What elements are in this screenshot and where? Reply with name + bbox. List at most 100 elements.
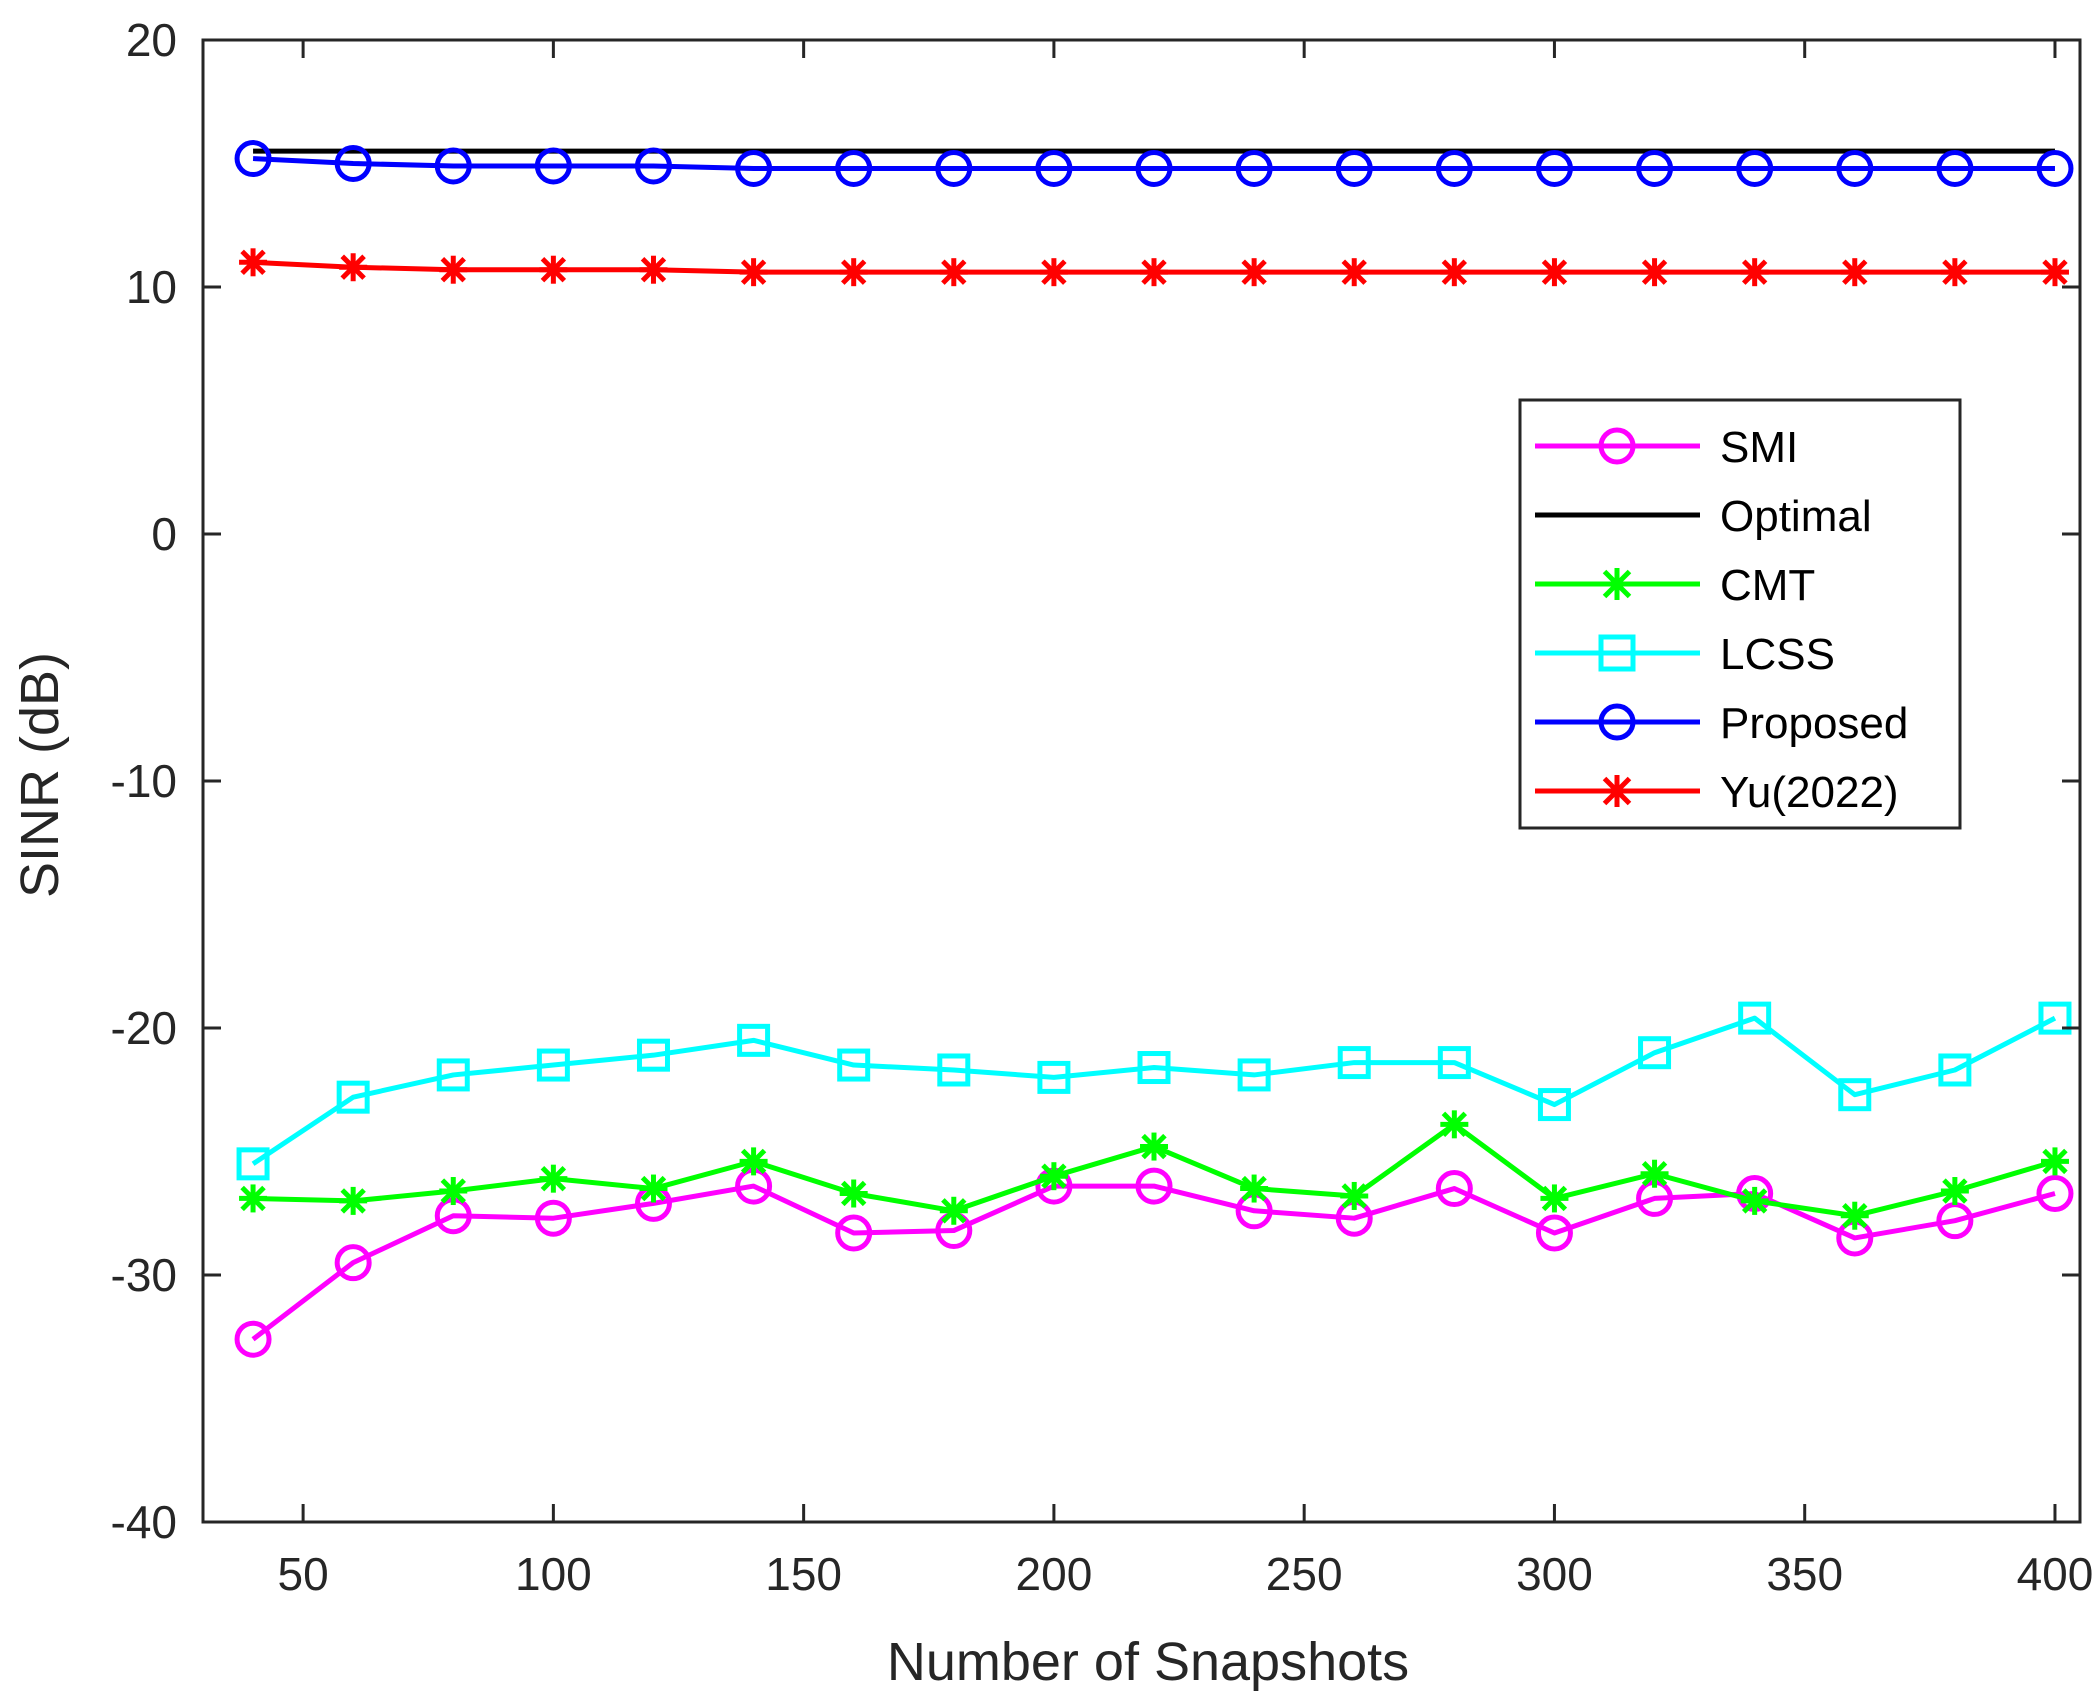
- legend-entry-optimal: Optimal: [1535, 492, 1872, 541]
- legend-marker-yu-2022-stroke-3: [1602, 776, 1632, 806]
- data-point-yu-2022-4-stroke-3: [640, 257, 667, 283]
- data-point-yu-2022-5: [739, 258, 768, 287]
- data-point-cmt-3: [539, 1164, 568, 1193]
- data-point-cmt-14: [1640, 1159, 1669, 1188]
- data-point-cmt-12: [1440, 1110, 1469, 1139]
- data-point-smi-18: [2036, 1174, 2074, 1212]
- data-point-yu-2022-12: [1440, 258, 1469, 287]
- data-point-cmt-16: [1840, 1201, 1869, 1230]
- data-point-lcss-2: [436, 1058, 470, 1092]
- data-point-yu-2022-8: [1039, 258, 1068, 287]
- data-point-yu-2022-13-stroke-3: [1541, 259, 1568, 285]
- data-point-cmt-4: [639, 1174, 668, 1203]
- data-point-lcss-12: [1437, 1046, 1471, 1080]
- data-point-lcss-3: [536, 1048, 570, 1082]
- series-yu-2022: [239, 248, 2069, 287]
- data-point-yu-2022-7: [939, 258, 968, 287]
- legend-label-cmt: CMT: [1720, 561, 1815, 610]
- data-point-proposed-1: [334, 145, 372, 182]
- data-point-cmt-6-stroke-3: [841, 1180, 867, 1207]
- data-point-yu-2022-5-stroke-3: [740, 259, 767, 285]
- data-point-cmt-0-stroke-3: [240, 1185, 266, 1212]
- legend-label-lcss: LCSS: [1720, 630, 1835, 679]
- y-tick-label--30: -30: [111, 1249, 177, 1301]
- x-tick-label-100: 100: [515, 1548, 592, 1600]
- data-point-yu-2022-17-stroke-3: [1942, 259, 1968, 285]
- data-point-yu-2022-3: [539, 255, 568, 284]
- y-tick-label-10: 10: [126, 261, 177, 313]
- data-point-cmt-7: [939, 1196, 968, 1225]
- x-tick-label-400: 400: [2017, 1548, 2094, 1600]
- data-point-yu-2022-3-stroke-3: [540, 257, 567, 283]
- data-point-lcss-14: [1638, 1036, 1672, 1070]
- y-tick-label--40: -40: [111, 1496, 177, 1548]
- legend-label-proposed: Proposed: [1720, 699, 1908, 748]
- data-point-cmt-15-stroke-3: [1741, 1188, 1768, 1214]
- data-point-yu-2022-18-stroke-3: [2042, 259, 2068, 285]
- data-point-yu-2022-18: [2040, 258, 2069, 287]
- data-point-cmt-9: [1140, 1132, 1169, 1161]
- data-point-proposed-16: [1836, 149, 1874, 187]
- data-point-lcss-16: [1838, 1078, 1872, 1112]
- data-point-yu-2022-6: [839, 258, 868, 287]
- data-point-proposed-4: [634, 147, 672, 185]
- data-point-yu-2022-16-stroke-3: [1842, 259, 1868, 285]
- legend-marker-yu-2022: [1601, 775, 1633, 807]
- y-tick-label--20: -20: [111, 1002, 177, 1054]
- data-point-yu-2022-4: [639, 255, 668, 284]
- legend-box: [1518, 398, 1962, 830]
- data-point-lcss-5: [737, 1023, 771, 1057]
- data-point-cmt-12-stroke-3: [1441, 1111, 1468, 1138]
- data-point-lcss-6: [837, 1048, 871, 1082]
- data-point-yu-2022-12-stroke-3: [1441, 259, 1468, 285]
- data-point-cmt-1: [339, 1186, 368, 1215]
- data-point-lcss-11: [1337, 1046, 1371, 1080]
- x-tick-label-300: 300: [1516, 1548, 1593, 1600]
- data-point-yu-2022-15: [1740, 258, 1769, 287]
- data-point-yu-2022-11-stroke-3: [1341, 259, 1367, 285]
- data-point-yu-2022-14-stroke-3: [1641, 259, 1668, 285]
- data-point-yu-2022-9-stroke-3: [1141, 259, 1167, 285]
- data-point-cmt-4-stroke-3: [640, 1175, 667, 1202]
- data-point-yu-2022-9: [1140, 258, 1169, 287]
- data-point-yu-2022-2: [439, 255, 468, 284]
- data-point-yu-2022-14: [1640, 258, 1669, 287]
- data-point-lcss-0: [236, 1147, 270, 1181]
- x-tick-label-200: 200: [1016, 1548, 1093, 1600]
- data-point-proposed-2: [434, 147, 472, 185]
- data-point-yu-2022-0: [239, 248, 268, 277]
- data-point-cmt-5: [739, 1147, 768, 1176]
- data-point-proposed-0: [234, 140, 272, 178]
- series-proposed: [234, 140, 2074, 187]
- data-point-cmt-11: [1340, 1181, 1369, 1210]
- legend-marker-smi: [1598, 427, 1636, 465]
- data-point-yu-2022-1: [339, 253, 368, 282]
- data-point-yu-2022-8-stroke-3: [1041, 259, 1067, 285]
- data-point-cmt-6: [839, 1179, 868, 1208]
- series-layer: [234, 140, 2074, 1358]
- data-point-proposed-12: [1435, 149, 1473, 187]
- data-point-smi-1: [334, 1244, 372, 1282]
- data-point-proposed-8: [1035, 149, 1073, 187]
- data-point-cmt-0: [239, 1184, 268, 1213]
- data-point-yu-2022-2-stroke-3: [440, 257, 466, 283]
- legend-marker-cmt: [1601, 568, 1633, 600]
- data-point-smi-0: [234, 1320, 272, 1358]
- data-point-yu-2022-17: [1940, 258, 1969, 287]
- data-point-yu-2022-13: [1540, 258, 1569, 287]
- data-point-proposed-10: [1235, 149, 1273, 187]
- data-point-proposed-17: [1936, 149, 1974, 187]
- x-tick-label-350: 350: [1766, 1548, 1843, 1600]
- data-point-proposed-11: [1335, 149, 1373, 187]
- data-point-cmt-8: [1039, 1162, 1068, 1191]
- data-point-cmt-17: [1940, 1177, 1969, 1206]
- data-point-smi-6: [835, 1214, 873, 1252]
- data-point-yu-2022-6-stroke-3: [841, 259, 867, 285]
- data-point-proposed-3: [534, 147, 572, 185]
- legend-label-smi: SMI: [1720, 423, 1798, 472]
- data-point-lcss-15: [1738, 1001, 1772, 1035]
- x-tick-label-150: 150: [765, 1548, 842, 1600]
- data-point-proposed-18: [2036, 149, 2074, 187]
- data-point-yu-2022-15-stroke-3: [1741, 259, 1768, 285]
